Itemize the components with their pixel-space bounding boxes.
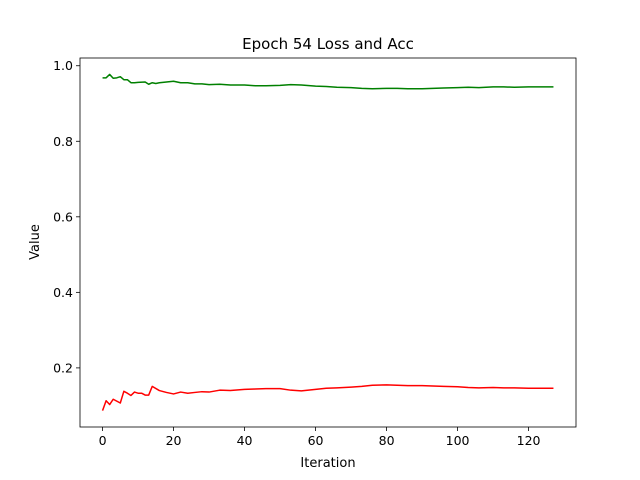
x-tick-label: 20 — [166, 433, 182, 448]
y-tick-label: 1.0 — [53, 58, 73, 73]
x-tick-label: 80 — [379, 433, 395, 448]
y-tick-label: 0.2 — [53, 360, 73, 375]
series-line-2 — [101, 384, 554, 411]
x-tick-label: 0 — [99, 433, 107, 448]
series-line-1 — [102, 73, 554, 90]
x-tick-label: 40 — [237, 433, 253, 448]
series-group — [101, 73, 554, 411]
y-tick-label: 0.8 — [53, 134, 73, 149]
y-tick-label: 0.4 — [53, 285, 73, 300]
axes-ticks: 0 20 40 60 80 100 120 0.2 0.4 0.6 0.8 1.0 — [53, 58, 540, 448]
y-tick-label: 0.6 — [53, 209, 73, 224]
plot-area — [79, 57, 577, 428]
chart-title: Epoch 54 Loss and Acc — [242, 35, 414, 53]
y-axis-label: Value — [28, 224, 43, 260]
x-tick-label: 100 — [446, 433, 470, 448]
x-axis-label: Iteration — [300, 456, 355, 471]
x-tick-label: 120 — [517, 433, 541, 448]
axes-frame — [79, 57, 577, 428]
x-tick-label: 60 — [308, 433, 324, 448]
